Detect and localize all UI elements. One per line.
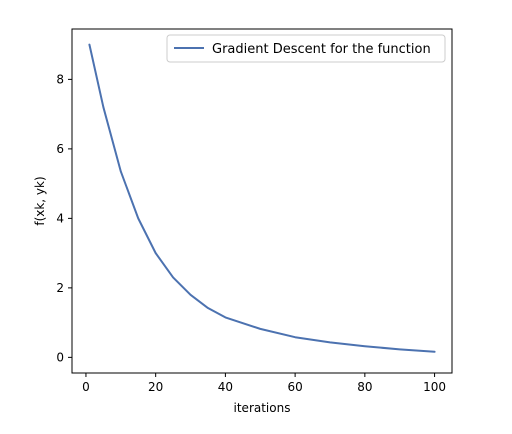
x-tick-label: 100	[423, 380, 446, 394]
plot-area	[72, 29, 452, 373]
x-tick-label: 40	[218, 380, 233, 394]
plot-frame	[71, 28, 453, 374]
y-tick-label: 8	[56, 72, 64, 86]
x-tick-label: 20	[148, 380, 163, 394]
x-tick-label: 80	[357, 380, 372, 394]
x-axis-ticks: 0 20 40 60 80 100	[82, 373, 446, 394]
y-tick-label: 4	[56, 211, 64, 225]
x-tick-label: 0	[82, 380, 90, 394]
y-axis-label: f(xk, yk)	[33, 176, 47, 225]
y-axis-ticks: 0 2 4 6 8	[56, 72, 72, 364]
y-tick-label: 2	[56, 281, 64, 295]
y-tick-label: 6	[56, 142, 64, 156]
series-line-gradient-descent	[88, 43, 436, 353]
x-tick-label: 60	[287, 380, 302, 394]
legend: Gradient Descent for the function	[166, 34, 446, 63]
y-tick-label: 0	[56, 350, 64, 364]
legend-box	[166, 34, 446, 63]
x-axis-label: iterations	[234, 401, 291, 415]
legend-label: Gradient Descent for the function	[212, 42, 431, 57]
